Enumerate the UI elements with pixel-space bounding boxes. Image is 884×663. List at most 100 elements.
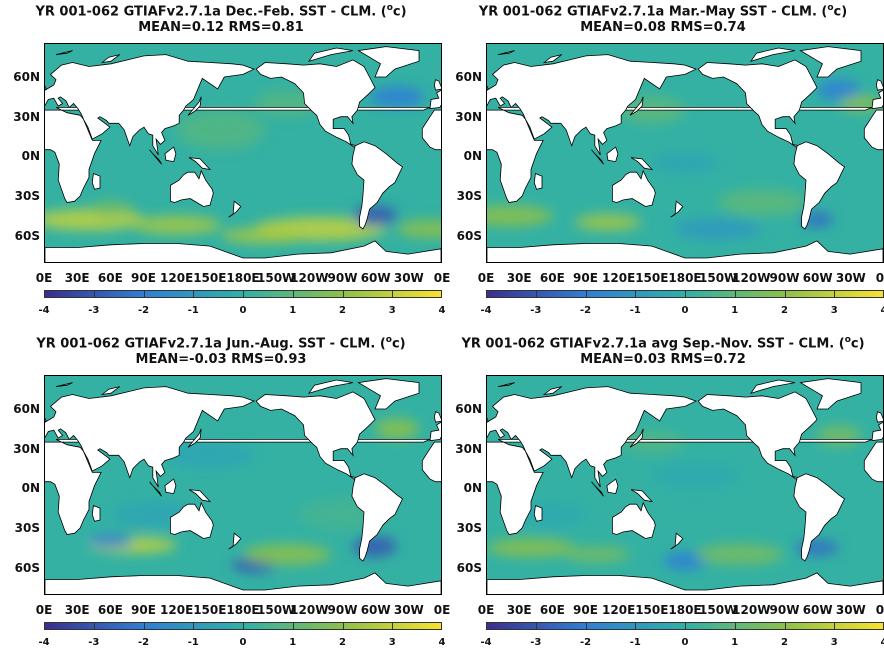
anomaly-region	[89, 534, 133, 548]
colorbar-tick	[734, 290, 736, 298]
title-stats: MEAN=0.12 RMS=0.81	[138, 20, 304, 36]
colorbar-tick	[93, 290, 95, 298]
colorbar-label: -4	[480, 305, 492, 316]
colorbar-label: -3	[530, 637, 542, 648]
lat-label: 30N	[455, 441, 482, 456]
lon-label: 0E	[35, 271, 53, 285]
anomaly-region	[487, 205, 553, 227]
land-mass	[497, 50, 515, 55]
title-unit-sup: o	[386, 3, 393, 13]
colorbar-label: -1	[187, 637, 199, 648]
lat-label: 0N	[21, 481, 40, 496]
title-line1: YR 001-062 GTIAFv2.7.1a Mar.-May SST - C…	[478, 4, 828, 20]
lon-label: 150E	[193, 603, 227, 617]
lat-label: 60S	[14, 560, 40, 575]
title-line1: YR 001-062 GTIAFv2.7.1a Jun.-Aug. SST - …	[36, 336, 386, 352]
colorbar-tick	[292, 622, 294, 630]
land-mass	[228, 200, 242, 218]
lon-label: 150E	[635, 271, 669, 285]
anomaly-region	[177, 110, 265, 150]
lon-label: 0E	[477, 271, 495, 285]
panel-son: YR 001-062 GTIAFv2.7.1a avg Sep.-Nov. SS…	[442, 332, 884, 663]
panel-title: YR 001-062 GTIAFv2.7.1a avg Sep.-Nov. SS…	[442, 332, 884, 368]
colorbar-tick	[44, 622, 45, 630]
land-mass	[487, 572, 883, 594]
anomaly-region	[674, 218, 762, 240]
colorbar-tick	[392, 622, 394, 630]
colorbar-label: 2	[781, 637, 788, 648]
anomaly-region	[89, 201, 133, 218]
lon-label: 30W	[393, 603, 424, 617]
lon-label: 150W	[257, 603, 296, 617]
anomaly-region	[397, 219, 441, 239]
colorbar-label: -1	[629, 305, 641, 316]
colorbar-tick	[834, 290, 836, 298]
colorbar-label: -2	[579, 305, 592, 316]
colorbar-tick	[635, 622, 637, 630]
colorbar-tick	[685, 290, 686, 298]
colorbar-tick	[486, 290, 487, 298]
colorbar-tick	[143, 622, 145, 630]
lon-label: 60E	[539, 603, 565, 617]
land-mass	[45, 386, 256, 488]
title-unit-end: c)	[391, 336, 406, 352]
lon-label: 150E	[193, 271, 227, 285]
anomaly-region	[133, 215, 221, 235]
land-mass	[487, 417, 489, 422]
land-mass	[670, 200, 684, 218]
lat-label: 0N	[21, 149, 40, 164]
lon-label: 60E	[97, 271, 123, 285]
colorbar-tick	[441, 290, 442, 298]
title-stats: MEAN=0.03 RMS=0.72	[580, 352, 746, 368]
land-mass	[45, 439, 431, 535]
lon-label: 120E	[160, 271, 194, 285]
colorbar-label: -3	[88, 637, 100, 648]
land-mass	[799, 378, 862, 410]
anomaly-region	[696, 543, 784, 565]
land-mass	[170, 169, 214, 207]
lon-label: 150W	[699, 271, 738, 285]
lon-label: 0E	[477, 603, 495, 617]
land-mass	[170, 501, 214, 539]
colorbar-tick	[635, 290, 637, 298]
colorbar-label: 3	[830, 305, 838, 316]
land-mass	[750, 379, 796, 394]
land-mass	[863, 109, 883, 151]
title-unit-sup: o	[844, 335, 851, 345]
anomaly-region	[817, 79, 861, 101]
lon-label: 120W	[290, 271, 329, 285]
lon-label: 30W	[835, 603, 866, 617]
land-mass	[487, 54, 698, 156]
colorbar-tick	[486, 622, 487, 630]
colorbar-label: 0	[681, 305, 689, 316]
land-mass	[542, 386, 563, 396]
land-mass	[91, 172, 101, 190]
colorbar-tick	[193, 290, 195, 298]
lon-label: 90E	[131, 603, 156, 617]
colorbar-tick	[93, 622, 95, 630]
lat-label: 30S	[456, 520, 482, 535]
land-mass	[255, 391, 376, 480]
lat-label: 60N	[13, 70, 40, 85]
lon-label: 0E	[875, 271, 884, 285]
lon-label: 120W	[290, 603, 329, 617]
map-canvas	[487, 44, 883, 262]
colorbar-label: -2	[137, 305, 150, 316]
land-mass	[591, 149, 604, 165]
anomaly-region	[718, 189, 806, 216]
title-unit-end: c)	[833, 4, 848, 20]
land-mass	[697, 59, 818, 148]
land-mass	[629, 428, 644, 448]
colorbar-label: 2	[781, 305, 788, 316]
lon-label: 30W	[835, 271, 866, 285]
lon-label: 60E	[97, 603, 123, 617]
land-mass	[149, 481, 162, 497]
colorbar-tick	[535, 290, 537, 298]
land-mass	[308, 379, 354, 394]
colorbar-label: -4	[480, 637, 492, 648]
land-mass	[612, 169, 656, 207]
colorbar-label: 1	[289, 637, 297, 648]
colorbar-tick	[734, 622, 736, 630]
colorbar-label: 1	[731, 305, 739, 316]
colorbar-label: 0	[239, 637, 247, 648]
